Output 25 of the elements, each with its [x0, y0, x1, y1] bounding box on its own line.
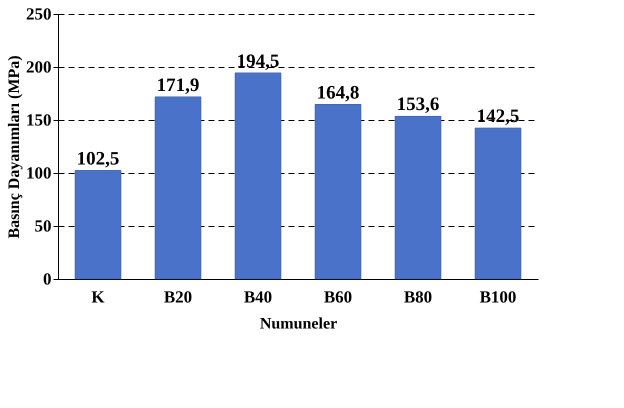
x-tick-label: B60 — [324, 288, 352, 306]
data-label: 171,9 — [156, 74, 200, 96]
x-axis-title: Numuneler — [260, 316, 338, 332]
data-label: 102,5 — [76, 148, 120, 170]
bar — [314, 104, 362, 280]
y-tick-label: 200 — [26, 58, 52, 76]
y-tick-label: 50 — [34, 216, 52, 236]
x-tick-label: B100 — [480, 288, 516, 306]
y-axis-title: Basınç Dayanımları (MPa) — [6, 55, 23, 239]
data-label: 164,8 — [316, 82, 360, 104]
bar — [74, 170, 122, 280]
x-tick-label: K — [91, 288, 106, 306]
y-tick-label: 100 — [26, 164, 52, 182]
y-tick-label: 250 — [26, 4, 52, 24]
bar — [394, 116, 442, 280]
data-label: 194,5 — [236, 50, 280, 72]
x-tick-label: B40 — [244, 288, 272, 306]
bar — [234, 72, 282, 280]
data-label: 153,6 — [396, 94, 440, 116]
x-tick-label: B80 — [404, 288, 432, 306]
y-tick-label: 0 — [43, 270, 52, 288]
x-tick-label: B20 — [164, 288, 192, 306]
bar — [154, 96, 202, 280]
bar — [474, 128, 522, 280]
y-tick-label: 150 — [26, 110, 52, 130]
